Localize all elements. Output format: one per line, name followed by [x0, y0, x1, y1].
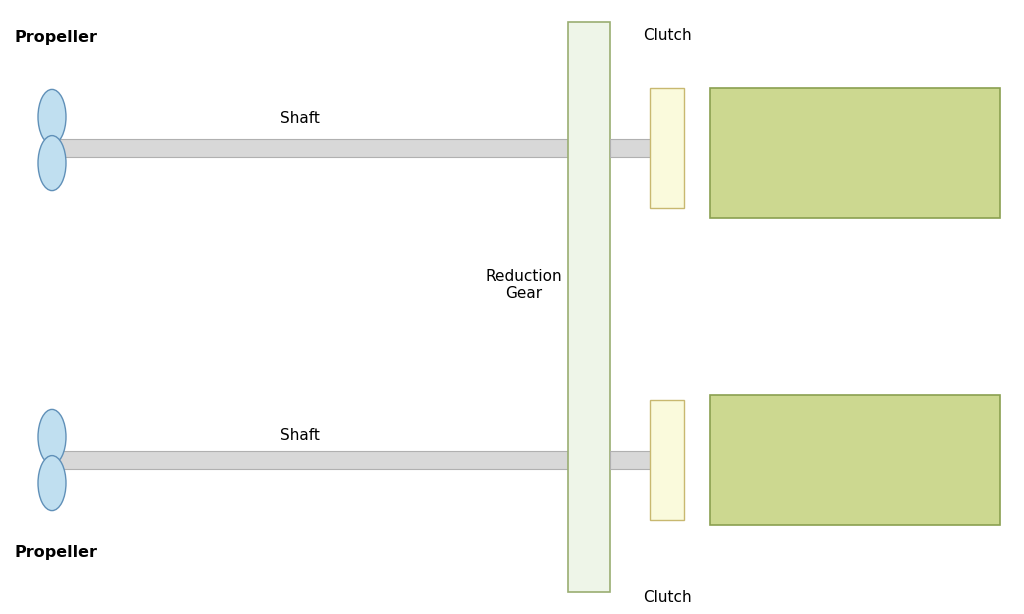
Bar	[610, 451, 672, 469]
Ellipse shape	[38, 410, 66, 464]
Bar	[610, 139, 672, 157]
Text: Propeller: Propeller	[15, 30, 98, 45]
Bar	[710, 395, 1000, 525]
Text: Shaft: Shaft	[280, 428, 319, 443]
Text: Diesel Engine: Diesel Engine	[792, 451, 919, 469]
Text: Clutch: Clutch	[643, 28, 691, 43]
Text: Shaft: Shaft	[280, 111, 319, 126]
Ellipse shape	[38, 136, 66, 190]
Ellipse shape	[38, 90, 66, 144]
Text: Reduction
Gear: Reduction Gear	[485, 269, 562, 301]
Ellipse shape	[38, 456, 66, 511]
Bar	[55, 451, 568, 469]
Text: Diesel Engine: Diesel Engine	[792, 144, 919, 162]
Bar	[55, 139, 568, 157]
Text: Propeller: Propeller	[15, 545, 98, 560]
Bar	[650, 400, 684, 520]
Bar	[710, 88, 1000, 218]
Bar	[650, 88, 684, 208]
Text: Clutch: Clutch	[643, 590, 691, 605]
Bar	[568, 22, 610, 592]
